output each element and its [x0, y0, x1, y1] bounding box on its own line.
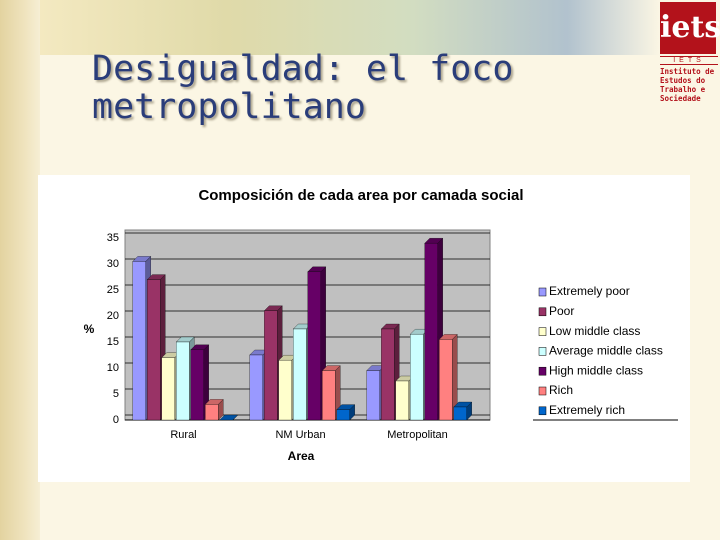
legend-label: Average middle class — [549, 344, 663, 358]
y-tick-label: 30 — [107, 258, 119, 270]
bar — [161, 357, 175, 421]
bar — [176, 341, 190, 421]
x-axis-label: Area — [288, 449, 315, 463]
y-tick-label: 20 — [107, 310, 119, 322]
bar — [147, 279, 161, 421]
header-decoration — [40, 0, 660, 55]
bar — [439, 339, 453, 421]
bar — [453, 406, 467, 421]
logo-name: Instituto de Estudos do Trabalho e Socie… — [660, 67, 715, 103]
background-texture — [0, 0, 40, 540]
logo-mark: iets — [660, 2, 720, 54]
legend-label: Low middle class — [549, 324, 640, 338]
bar — [395, 380, 409, 421]
bar — [190, 349, 204, 421]
logo: iets IETS Instituto de Estudos do Trabal… — [660, 2, 720, 103]
bar — [278, 360, 292, 421]
y-tick-label: 35 — [107, 232, 119, 244]
legend-swatch — [538, 366, 547, 376]
bar — [293, 328, 307, 421]
y-tick-label: 25 — [107, 284, 119, 296]
bar — [132, 261, 146, 421]
legend-swatch — [538, 347, 547, 356]
bar — [249, 354, 263, 421]
bar — [381, 328, 395, 421]
bar — [410, 334, 424, 421]
bar — [424, 243, 438, 421]
x-tick-label: Rural — [170, 429, 196, 441]
y-tick-label: 5 — [113, 388, 119, 400]
legend — [535, 282, 678, 420]
legend-swatch — [538, 327, 547, 336]
bar-top — [219, 414, 239, 421]
legend-label: High middle class — [549, 363, 643, 377]
legend-swatch — [538, 287, 547, 297]
bar — [307, 271, 321, 421]
bar — [366, 370, 380, 421]
legend-label: Extremely rich — [549, 403, 625, 417]
y-axis-label: % — [84, 322, 95, 336]
y-tick-label: 10 — [107, 362, 119, 374]
bar — [205, 404, 219, 421]
y-tick-label: 0 — [113, 414, 119, 426]
legend-swatch — [538, 307, 547, 317]
legend-swatch — [538, 386, 547, 396]
logo-acronym: IETS — [660, 56, 718, 65]
bar — [336, 409, 350, 421]
x-tick-label: Metropolitan — [387, 429, 448, 441]
bar — [322, 370, 336, 421]
legend-label: Rich — [549, 383, 573, 397]
legend-swatch — [538, 406, 547, 416]
legend-label: Extremely poor — [549, 284, 630, 298]
chart-title: Composición de cada area por camada soci… — [198, 187, 523, 204]
legend-label: Poor — [549, 304, 574, 318]
slide-title: Desigualdad: el foco metropolitano — [92, 49, 514, 127]
x-tick-label: NM Urban — [275, 429, 325, 441]
y-tick-label: 15 — [107, 336, 119, 348]
bar — [264, 310, 278, 421]
